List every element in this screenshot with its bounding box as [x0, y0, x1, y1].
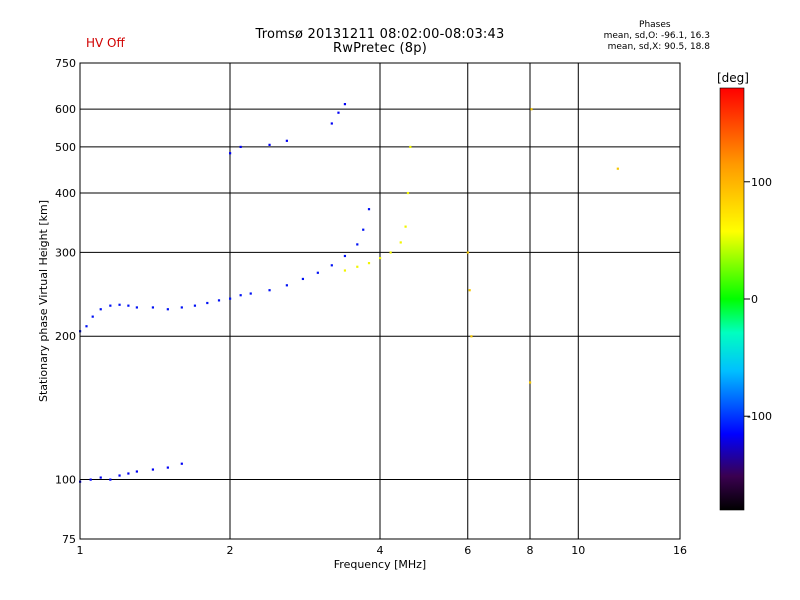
y-tick-label: 300: [55, 246, 76, 259]
colorbar-tick-label: 100: [751, 176, 772, 189]
data-point: [99, 476, 102, 479]
data-point: [180, 306, 183, 309]
data-point: [127, 304, 130, 307]
data-point: [404, 225, 407, 228]
data-point: [151, 306, 155, 309]
data-point: [249, 292, 252, 295]
data-point: [268, 143, 271, 146]
x-tick-label: 4: [377, 544, 384, 557]
y-tick-label: 500: [55, 141, 76, 154]
data-point: [468, 289, 471, 292]
x-tick-label: 16: [673, 544, 687, 557]
phase-stats-title: Phases: [639, 20, 671, 30]
data-point: [470, 335, 473, 338]
plot-frame: [79, 62, 681, 540]
colorbar-tick-label: 0: [751, 293, 758, 306]
x-tick-label: 8: [527, 544, 534, 557]
data-point: [285, 139, 288, 142]
data-point: [206, 301, 209, 305]
x-tick-label: 1: [77, 544, 84, 557]
data-point: [379, 257, 382, 260]
data-point: [109, 304, 112, 307]
y-axis-ticks: 75 100 200 300 400 500 600 750: [55, 57, 76, 546]
data-point: [343, 103, 347, 106]
data-point: [367, 208, 371, 211]
colorbar-ticks: 100 0 -100: [744, 176, 772, 423]
y-tick-label: 200: [55, 330, 76, 343]
x-tick-label: 10: [571, 544, 585, 557]
data-point: [127, 472, 130, 475]
x-tick-label: 2: [227, 544, 234, 557]
data-point: [343, 254, 347, 258]
y-tick-label: 100: [55, 474, 76, 487]
data-point: [356, 243, 359, 246]
data-point: [135, 306, 138, 309]
plot-subtitle: RwPretec (8p): [333, 41, 427, 56]
colorbar-tick-label: -100: [747, 410, 772, 423]
plot-title: Tromsø 20131211 08:02:00-08:03:43: [255, 27, 505, 42]
phase-colorbar: [deg] 100 0 -100: [717, 71, 772, 511]
data-point: [367, 262, 371, 265]
y-tick-label: 75: [62, 533, 76, 546]
data-point: [85, 325, 88, 328]
data-point: [239, 145, 242, 149]
colorbar-label: [deg]: [717, 71, 749, 85]
colorbar-gradient: [719, 87, 745, 511]
data-point: [529, 381, 532, 384]
data-point: [268, 289, 271, 292]
phase-stats-x: mean, sd,X: 90.5, 18.8: [607, 42, 710, 52]
data-point: [166, 308, 169, 311]
x-axis-ticks: 1 2 4 6 8 10 16: [77, 544, 688, 557]
data-point: [409, 145, 412, 149]
y-tick-label: 750: [55, 57, 76, 70]
y-tick-label: 400: [55, 187, 76, 200]
data-point: [151, 468, 155, 471]
data-point: [180, 462, 183, 465]
data-point: [166, 466, 169, 469]
data-point: [466, 251, 469, 254]
x-axis-label: Frequency [MHz]: [334, 558, 426, 571]
data-point: [399, 241, 402, 244]
data-point: [389, 251, 392, 254]
scatter-points: [79, 103, 619, 483]
y-tick-label: 600: [55, 103, 76, 116]
y-axis-label: Stationary phase Virtual Height [km]: [37, 200, 50, 402]
data-point: [356, 265, 359, 268]
data-point: [135, 470, 138, 473]
data-point: [616, 167, 619, 170]
data-point: [118, 303, 121, 306]
data-point: [89, 478, 92, 481]
data-point: [330, 264, 333, 267]
data-point: [343, 269, 347, 272]
data-point: [91, 315, 94, 318]
data-point: [239, 294, 242, 297]
data-point: [337, 111, 340, 114]
phase-stats: Phases mean, sd,O: -96.1, 16.3 mean, sd,…: [604, 20, 710, 53]
data-point: [362, 228, 365, 231]
data-point: [301, 277, 305, 281]
data-point: [285, 284, 288, 287]
data-point: [406, 191, 410, 195]
x-tick-label: 6: [464, 544, 471, 557]
data-point: [99, 308, 102, 311]
phase-stats-o: mean, sd,O: -96.1, 16.3: [603, 31, 710, 41]
data-point: [330, 122, 333, 125]
hv-status-label: HV Off: [86, 36, 125, 50]
data-point: [229, 297, 232, 300]
data-point: [217, 299, 221, 302]
data-point: [316, 271, 319, 274]
data-point: [530, 108, 533, 111]
data-point: [229, 152, 232, 155]
data-point: [118, 474, 121, 477]
data-point: [193, 304, 197, 307]
data-point: [109, 478, 112, 481]
plot-grid: [80, 63, 680, 539]
